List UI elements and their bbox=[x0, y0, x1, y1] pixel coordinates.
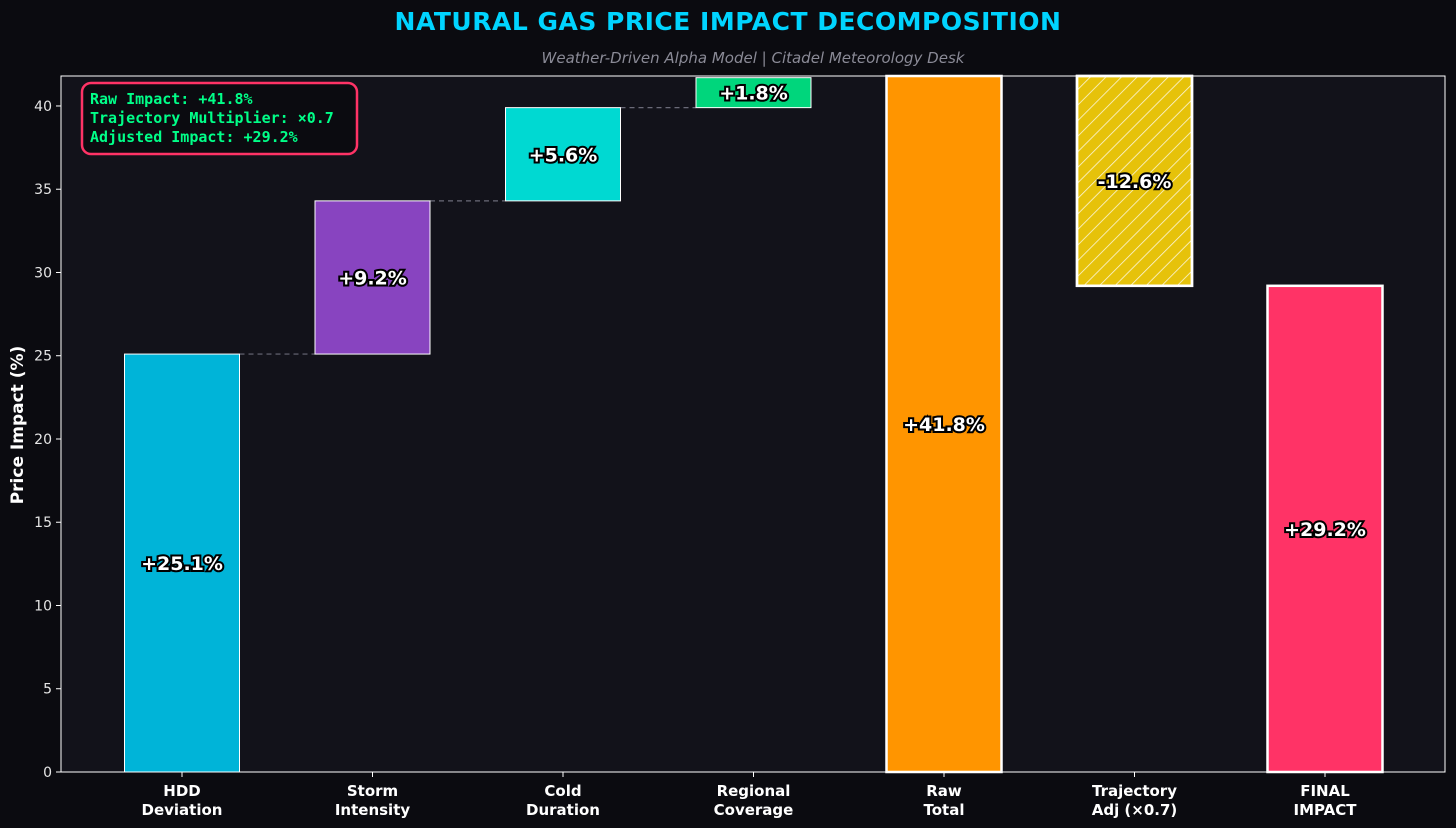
x-category-label: Storm Intensity bbox=[335, 782, 411, 819]
plot-frame bbox=[60, 75, 1446, 773]
connector-lines bbox=[239, 107, 696, 355]
y-tick-label: 15 bbox=[34, 515, 52, 531]
bar bbox=[124, 353, 240, 773]
x-category-label: Regional Coverage bbox=[714, 782, 794, 819]
y-tick-label: 0 bbox=[43, 765, 52, 781]
x-axis-category-labels: HDD Deviation Storm Intensity Cold Duration Re… bbox=[142, 772, 1358, 819]
y-tick-label: 20 bbox=[34, 432, 52, 448]
y-tick-label: 40 bbox=[34, 99, 52, 115]
bars bbox=[124, 74, 1384, 774]
chart-title: NATURAL GAS PRICE IMPACT DECOMPOSITION bbox=[395, 7, 1062, 36]
y-tick-label: 35 bbox=[34, 182, 52, 198]
y-tick-label: 10 bbox=[34, 598, 52, 614]
bar-value-label: +25.1% bbox=[141, 553, 223, 575]
x-category-label: Trajectory Adj (×0.7) bbox=[1092, 782, 1178, 819]
x-category-label: HDD Deviation bbox=[142, 782, 223, 819]
x-category-label: FINAL IMPACT bbox=[1294, 782, 1358, 819]
y-tick-label: 25 bbox=[34, 349, 52, 365]
info-line-adjusted-impact: Adjusted Impact: +29.2% bbox=[90, 128, 298, 146]
chart-subtitle: Weather-Driven Alpha Model | Citadel Met… bbox=[542, 49, 966, 67]
bar-value-label: -12.6% bbox=[1098, 171, 1172, 193]
y-tick-label: 30 bbox=[34, 265, 52, 281]
x-category-label: Raw Total bbox=[924, 782, 965, 819]
bar bbox=[885, 74, 1003, 774]
plot-area bbox=[61, 76, 1445, 772]
bar bbox=[695, 77, 812, 109]
bar-value-label: +29.2% bbox=[1284, 519, 1366, 541]
info-line-raw-impact: Raw Impact: +41.8% bbox=[90, 90, 253, 108]
bar-value-label: +9.2% bbox=[338, 267, 407, 289]
y-tick-label: 5 bbox=[43, 682, 52, 698]
bar bbox=[505, 107, 621, 202]
info-box-frame bbox=[80, 81, 359, 156]
y-axis-label: Price Impact (%) bbox=[8, 346, 28, 505]
bar-value-label: +5.6% bbox=[529, 144, 598, 166]
y-axis-ticks: 0 5 10 15 20 25 30 35 40 bbox=[34, 99, 61, 781]
bar bbox=[314, 200, 431, 355]
info-box: Raw Impact: +41.8% Trajectory Multiplier… bbox=[80, 81, 359, 156]
x-category-label: Cold Duration bbox=[526, 782, 600, 819]
info-line-trajectory-multiplier: Trajectory Multiplier: ×0.7 bbox=[90, 109, 334, 127]
bar-value-label: +41.8% bbox=[903, 414, 985, 436]
bar-labels: +25.1% +9.2% +5.6% +1.8% +41.8% -12.6% +29.2% bbox=[139, 81, 1368, 577]
bar-value-label: +1.8% bbox=[719, 83, 788, 105]
bar-hatch bbox=[1077, 76, 1192, 286]
